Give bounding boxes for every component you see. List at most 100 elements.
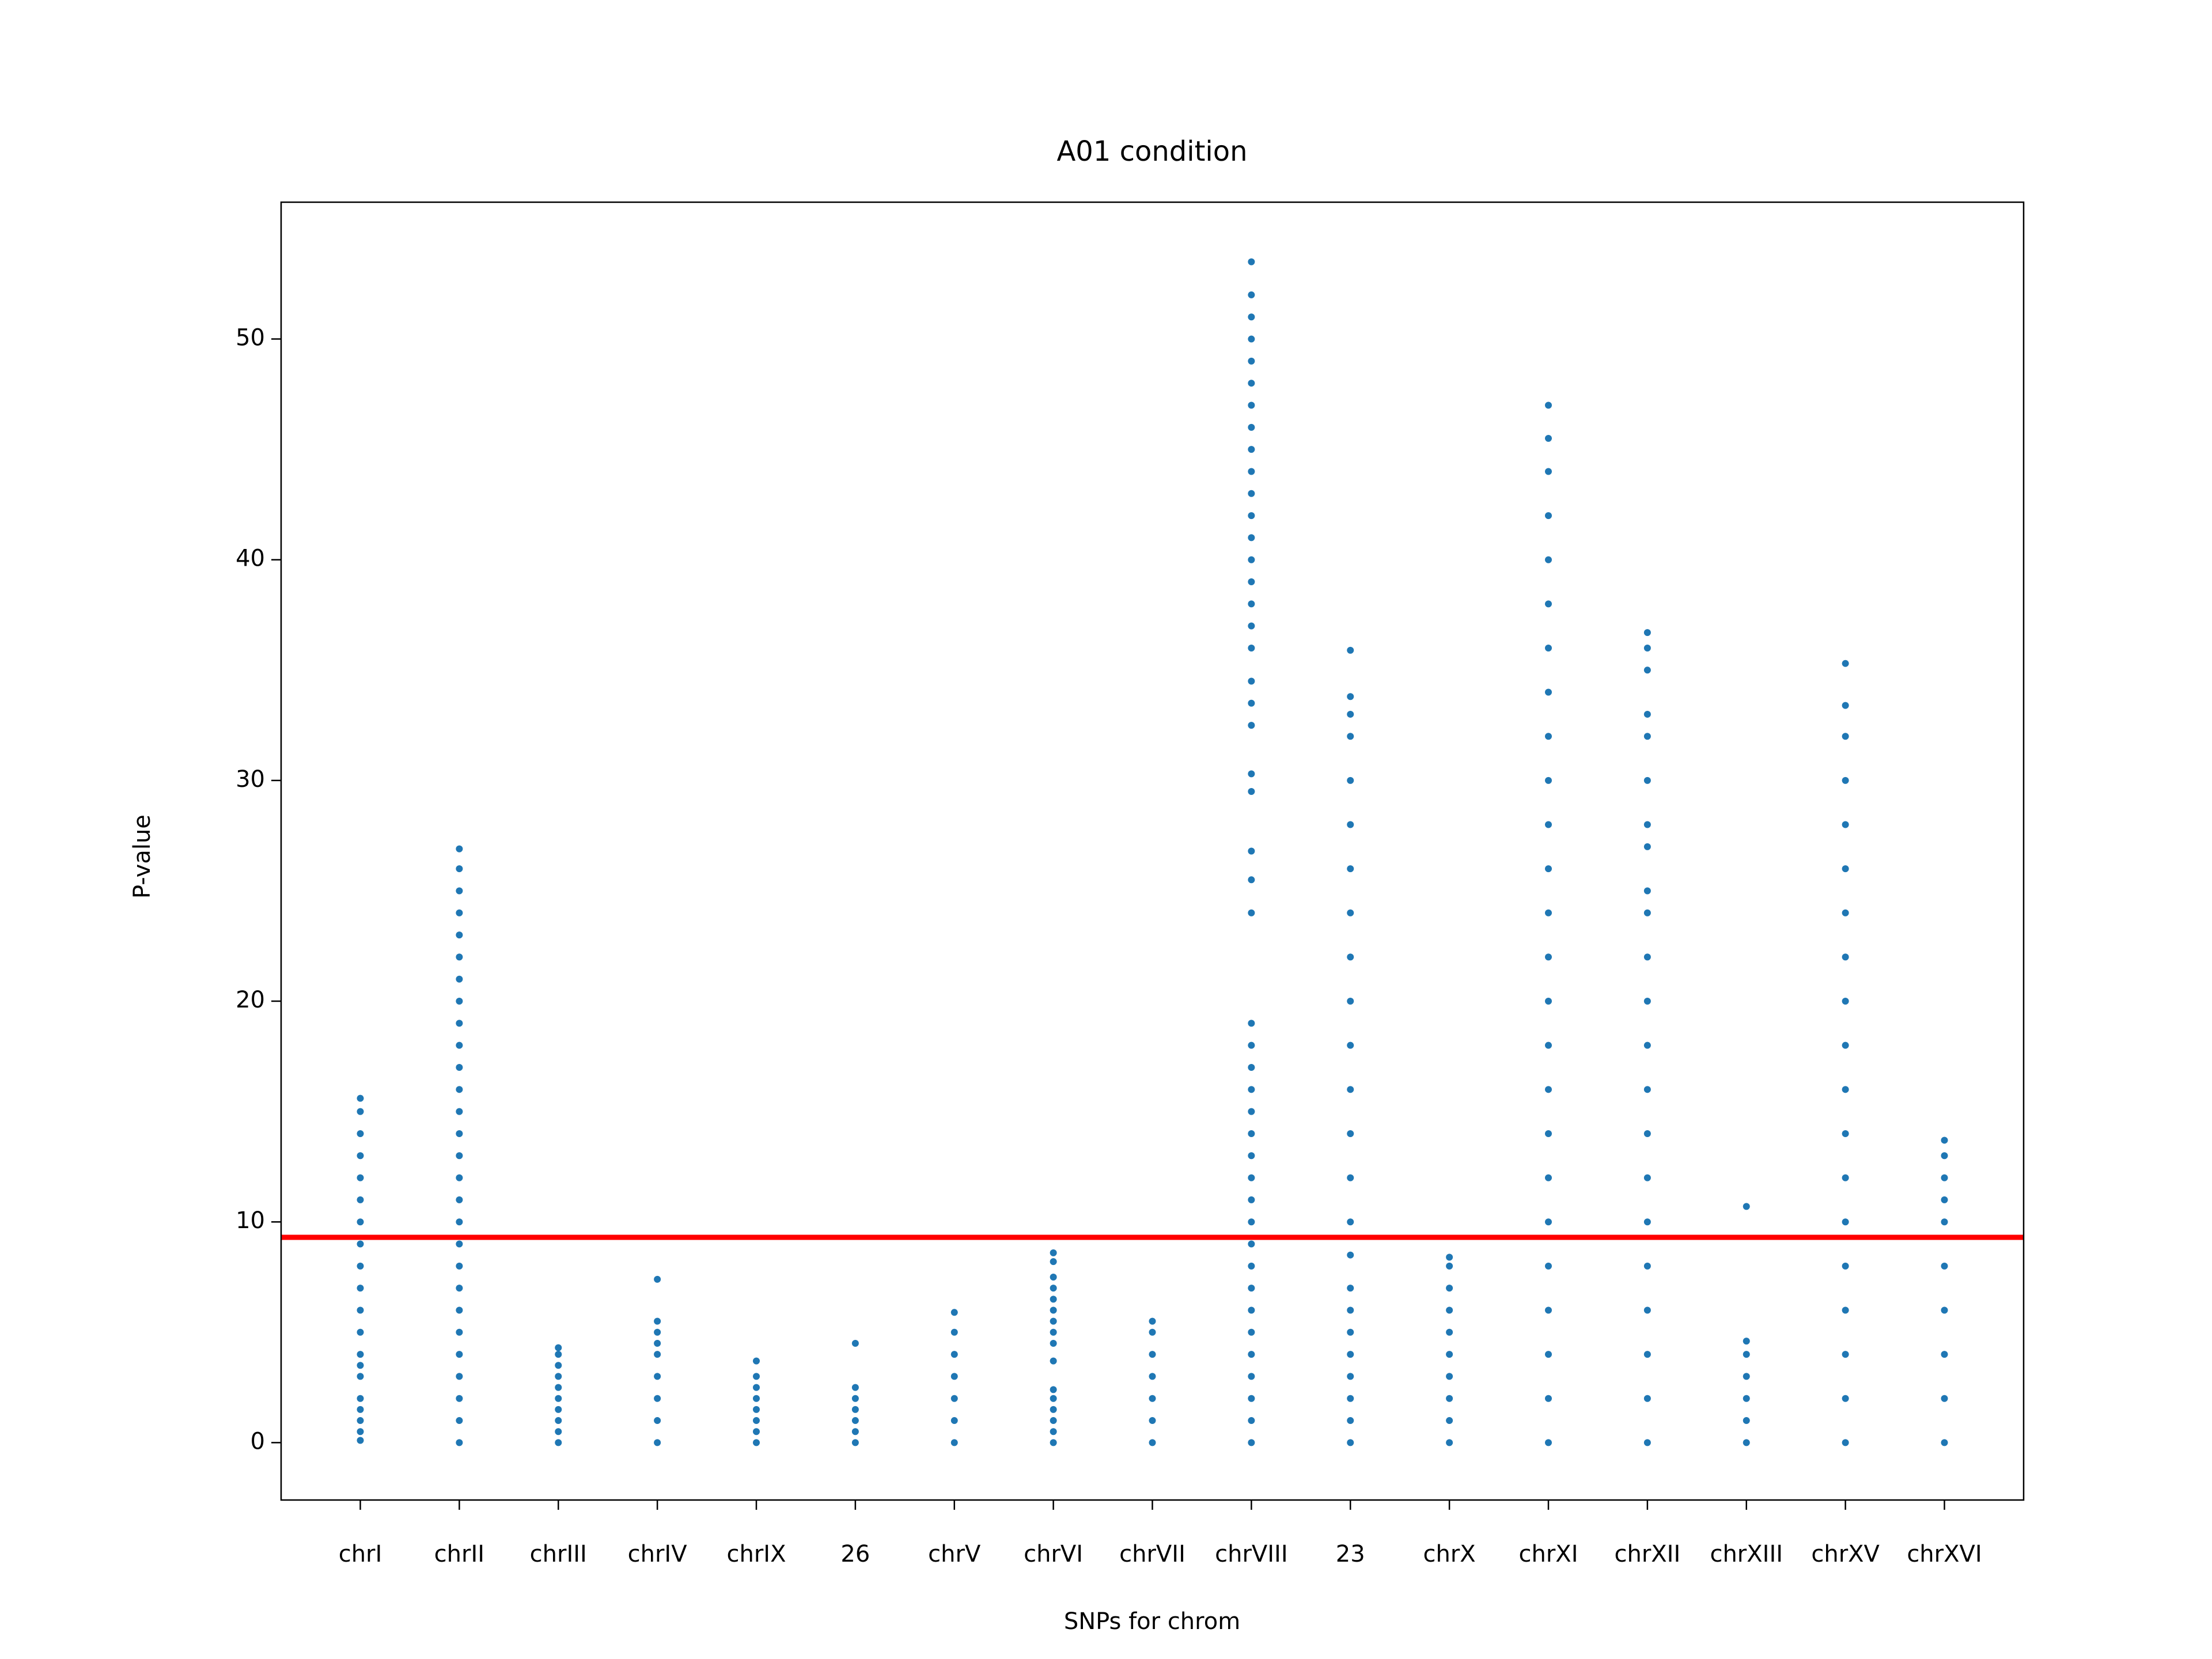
point	[1248, 1218, 1255, 1226]
point	[1941, 1306, 1948, 1314]
point	[950, 1417, 958, 1425]
point	[1347, 821, 1354, 828]
point	[1149, 1351, 1156, 1358]
point	[1842, 1041, 1849, 1049]
point	[1941, 1262, 1948, 1270]
point	[1248, 357, 1255, 365]
point	[950, 1309, 958, 1316]
point	[1545, 512, 1552, 520]
point	[1248, 446, 1255, 453]
point	[1545, 600, 1552, 608]
point	[1545, 1306, 1552, 1314]
point	[1248, 313, 1255, 321]
point	[654, 1395, 661, 1402]
point	[456, 1064, 463, 1071]
point	[555, 1439, 562, 1446]
point	[456, 1395, 463, 1402]
point	[950, 1373, 958, 1380]
point	[1248, 1439, 1255, 1446]
point	[950, 1328, 958, 1336]
point	[1347, 733, 1354, 740]
point	[1842, 1351, 1849, 1358]
y-axis-label: P-value	[129, 815, 156, 899]
point	[1248, 512, 1255, 520]
point	[456, 1306, 463, 1314]
point	[1842, 1086, 1849, 1093]
point	[357, 1406, 364, 1413]
point	[1842, 660, 1849, 667]
point	[1248, 1086, 1255, 1093]
point	[1347, 1041, 1354, 1049]
point	[1248, 1130, 1255, 1137]
point	[1248, 423, 1255, 431]
point	[357, 1262, 364, 1270]
point	[1446, 1439, 1453, 1446]
y-tick-label: 0	[251, 1428, 265, 1455]
point	[1248, 847, 1255, 855]
point	[456, 1328, 463, 1336]
point	[1149, 1328, 1156, 1336]
point	[357, 1196, 364, 1203]
point	[357, 1328, 364, 1336]
point	[1545, 733, 1552, 740]
point	[1347, 909, 1354, 916]
point	[1545, 1130, 1552, 1137]
point	[1743, 1373, 1750, 1380]
point	[1248, 335, 1255, 343]
point	[1941, 1395, 1948, 1402]
point	[1545, 953, 1552, 961]
point	[357, 1240, 364, 1248]
point	[1743, 1338, 1750, 1345]
point	[1248, 677, 1255, 685]
point	[1643, 1262, 1651, 1270]
point	[654, 1275, 661, 1283]
point	[1941, 1137, 1948, 1144]
point	[1248, 600, 1255, 608]
point	[1545, 1262, 1552, 1270]
point	[753, 1357, 760, 1365]
point	[1347, 777, 1354, 784]
point	[1643, 733, 1651, 740]
point	[1545, 909, 1552, 916]
point	[1941, 1351, 1948, 1358]
point	[851, 1406, 859, 1413]
point	[1446, 1328, 1453, 1336]
point	[1248, 1373, 1255, 1380]
point	[1050, 1439, 1057, 1446]
point	[1248, 1306, 1255, 1314]
point	[456, 1174, 463, 1181]
x-tick-label: chrXV	[1811, 1541, 1880, 1567]
point	[851, 1339, 859, 1347]
point	[555, 1344, 562, 1351]
point	[1643, 1174, 1651, 1181]
point	[1248, 1240, 1255, 1248]
point	[1149, 1417, 1156, 1425]
point	[1050, 1417, 1057, 1425]
point	[1248, 1328, 1255, 1336]
point	[1941, 1174, 1948, 1181]
point	[1643, 887, 1651, 895]
point	[357, 1174, 364, 1181]
point	[1643, 1218, 1651, 1226]
x-tick-label: chrI	[339, 1541, 382, 1567]
point	[1347, 865, 1354, 873]
point	[1347, 1439, 1354, 1446]
point	[555, 1373, 562, 1380]
point	[1248, 1064, 1255, 1071]
point	[1545, 998, 1552, 1005]
x-tick-label: chrXII	[1614, 1541, 1680, 1567]
point	[1743, 1351, 1750, 1358]
point	[1050, 1357, 1057, 1365]
point	[357, 1285, 364, 1292]
point	[1347, 953, 1354, 961]
point	[1842, 777, 1849, 784]
point	[1941, 1152, 1948, 1160]
point	[456, 1086, 463, 1093]
point	[456, 1262, 463, 1270]
point	[753, 1384, 760, 1391]
point	[456, 865, 463, 873]
point	[753, 1406, 760, 1413]
point	[1248, 556, 1255, 563]
